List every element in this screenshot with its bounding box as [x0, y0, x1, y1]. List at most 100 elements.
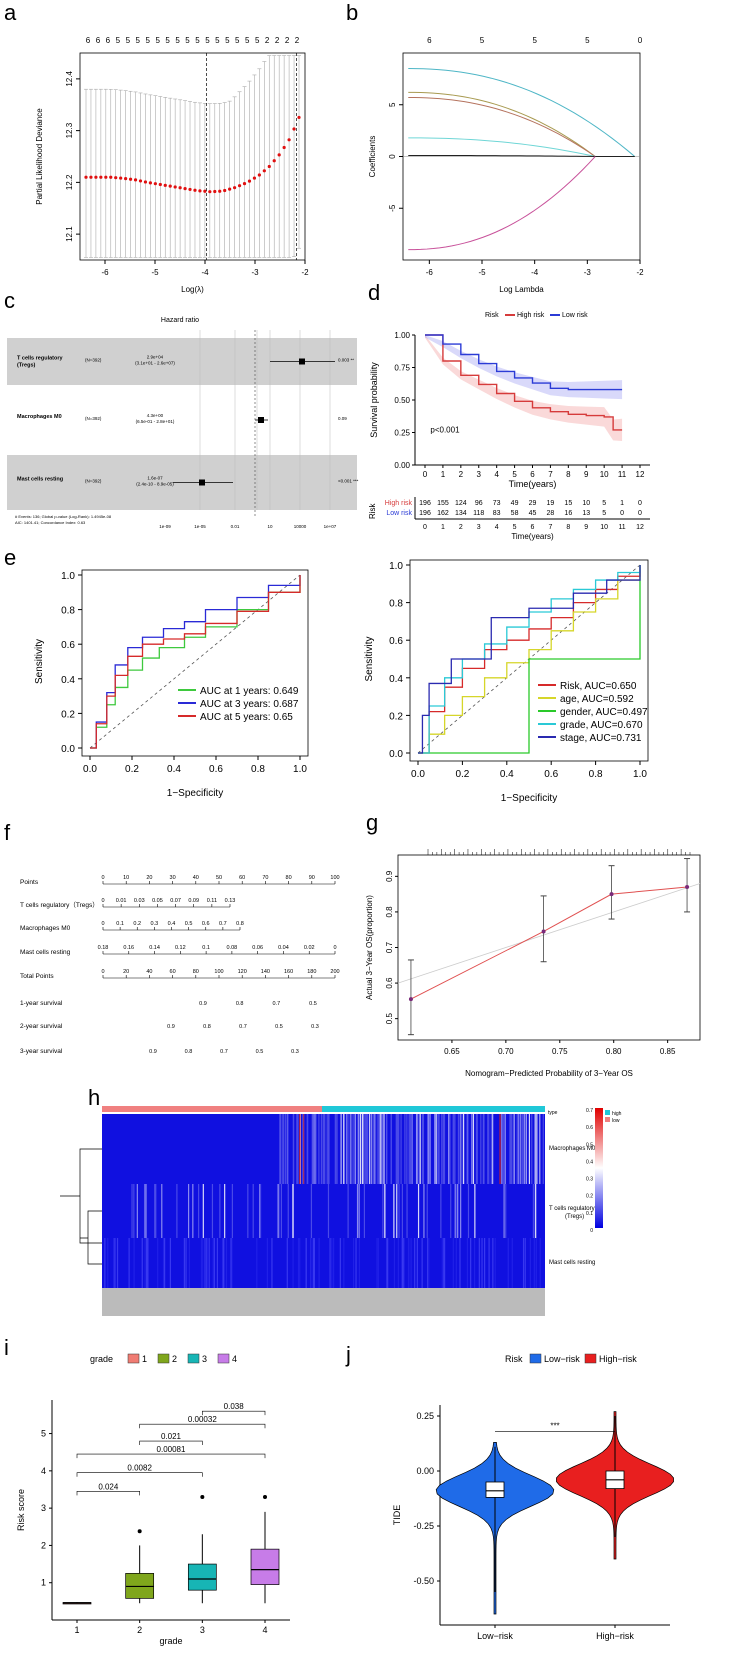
outlier: [200, 1494, 205, 1499]
heatmap-cell: [488, 1114, 490, 1184]
top-tick-label: 5: [195, 36, 200, 45]
heatmap-cell: [501, 1114, 503, 1184]
lasso-coefficient-plot: 6 5 5 5 0 -6 -5 -4 -3 -2 -5 0 5 Log Lambda Coefficient…: [368, 36, 644, 294]
heatmap-cell: [377, 1114, 379, 1184]
cv-point: [94, 175, 98, 179]
heatmap-cell: [192, 1184, 194, 1238]
heatmap-cell: [364, 1114, 366, 1184]
x-tick-label: 1.0: [633, 769, 647, 780]
heatmap-cell: [362, 1114, 364, 1184]
nomogram-tick-label: 0.7: [219, 921, 227, 927]
risk-value: 118: [473, 510, 484, 517]
heatmap-cell: [185, 1238, 187, 1288]
nomogram-tick-label: 0.3: [151, 921, 159, 927]
heatmap-cell: [435, 1114, 437, 1184]
heatmap-cell: [352, 1114, 354, 1184]
signif-bracket: [139, 1440, 203, 1446]
panel-label-f: f: [4, 820, 11, 845]
cv-point: [133, 178, 138, 182]
nomogram-tick-label: 0.8: [236, 921, 244, 927]
heatmap-cell: [452, 1238, 454, 1288]
y-axis-label: TIDE: [392, 1505, 402, 1526]
y-tick-label: 12.2: [65, 174, 74, 190]
x-tick-label: -4: [201, 268, 209, 277]
heatmap-cell: [339, 1238, 341, 1288]
legend-high-swatch: [605, 1110, 610, 1115]
legend-label: AUC at 1 years: 0.649: [200, 686, 299, 697]
heatmap-cell: [440, 1184, 442, 1238]
scale-tick: 0: [590, 1228, 593, 1234]
heatmap-cell: [312, 1114, 314, 1184]
hr-marker: [199, 479, 205, 486]
y-tick-label: 0.6: [389, 636, 403, 647]
heatmap-cell: [259, 1184, 262, 1238]
heatmap-cell: [296, 1114, 299, 1184]
heatmap-cell: [404, 1114, 406, 1184]
panel-label-i: i: [4, 1335, 9, 1360]
y-tick-label: 0.00: [394, 461, 410, 470]
row-name: Mast cells resting: [17, 477, 63, 483]
y-tick-label: -0.50: [413, 1576, 434, 1586]
heatmap-cell: [421, 1238, 423, 1288]
color-scale: [595, 1108, 603, 1228]
heatmap-cell: [157, 1238, 159, 1288]
heatmap-cell: [292, 1114, 294, 1184]
calibration-point: [685, 885, 690, 890]
nomogram-tick-label: 0.5: [275, 1024, 283, 1030]
roc-curve: [418, 565, 641, 754]
heatmap-cell: [520, 1114, 522, 1184]
risk-x-tick: 11: [618, 524, 625, 531]
x-tick-label: 1: [441, 470, 446, 479]
legend-label: 3: [202, 1354, 207, 1364]
x-tick-label: 9: [584, 470, 589, 479]
y-axis-label: Sensitivity: [364, 636, 375, 681]
y-tick-label: 0.25: [416, 1411, 434, 1421]
heatmap-cell: [367, 1114, 369, 1184]
heatmap-cell: [277, 1184, 279, 1238]
signif-bracket: [202, 1410, 266, 1416]
heatmap-cell: [396, 1114, 399, 1184]
heatmap-cell: [266, 1238, 268, 1288]
cv-point: [223, 188, 227, 193]
nomogram-tick-label: 0: [101, 875, 104, 881]
heatmap-cell: [403, 1238, 405, 1288]
nomogram-tick-label: 0.12: [175, 945, 186, 951]
panel-label-j: j: [346, 1342, 351, 1367]
cv-point: [267, 164, 271, 169]
heatmap-cell: [427, 1238, 429, 1288]
grade-boxplot: grade 1 2 3 4 1 2 3 4 5 1 2 3 4 grade Risk score 0.024 0.…: [16, 1353, 290, 1646]
cv-point: [158, 182, 162, 187]
heatmap-cell: [183, 1238, 186, 1288]
plot-frame: [409, 559, 649, 762]
heatmap-cell: [491, 1114, 493, 1184]
nomogram-tick-label: 0.16: [123, 945, 134, 951]
heatmap-cell: [386, 1114, 388, 1184]
cv-point: [104, 175, 108, 179]
heatmap-cell: [427, 1114, 429, 1184]
heatmap-cell: [145, 1238, 148, 1288]
cv-point: [242, 182, 247, 186]
x-tick-label: -5: [478, 268, 486, 277]
nomogram-row-label: Points: [20, 879, 39, 886]
heatmap-row-bg: [102, 1238, 545, 1288]
heatmap-cell: [202, 1184, 204, 1238]
risk-value: 5: [602, 510, 606, 517]
heatmap-cell: [347, 1184, 349, 1238]
calibration-line: [410, 886, 688, 1000]
top-tick-label: 5: [532, 36, 537, 45]
nomogram-tick-label: 0.8: [236, 1001, 244, 1007]
heatmap-cell: [329, 1238, 331, 1288]
nomogram-tick-label: 0.05: [152, 898, 163, 904]
x-tick-label: 2: [137, 1625, 142, 1635]
risk-x-tick: 3: [477, 524, 481, 531]
heatmap-cell: [414, 1238, 416, 1288]
y-tick-label: 2: [41, 1540, 46, 1550]
heatmap-cell: [524, 1238, 526, 1288]
heatmap-cell: [516, 1114, 518, 1184]
y-tick-label: 0.8: [385, 906, 394, 918]
cv-point: [292, 127, 296, 131]
nomogram-tick-label: 0.5: [185, 921, 193, 927]
roc-time-plot: 0.0 0.0 0.2 0.2 0.4 0.4 0.6 0.6 0.8 0.8 1.0 1.0 1−Sp…: [34, 569, 309, 799]
outlier: [137, 1529, 142, 1534]
risk-value: 73: [493, 500, 501, 507]
